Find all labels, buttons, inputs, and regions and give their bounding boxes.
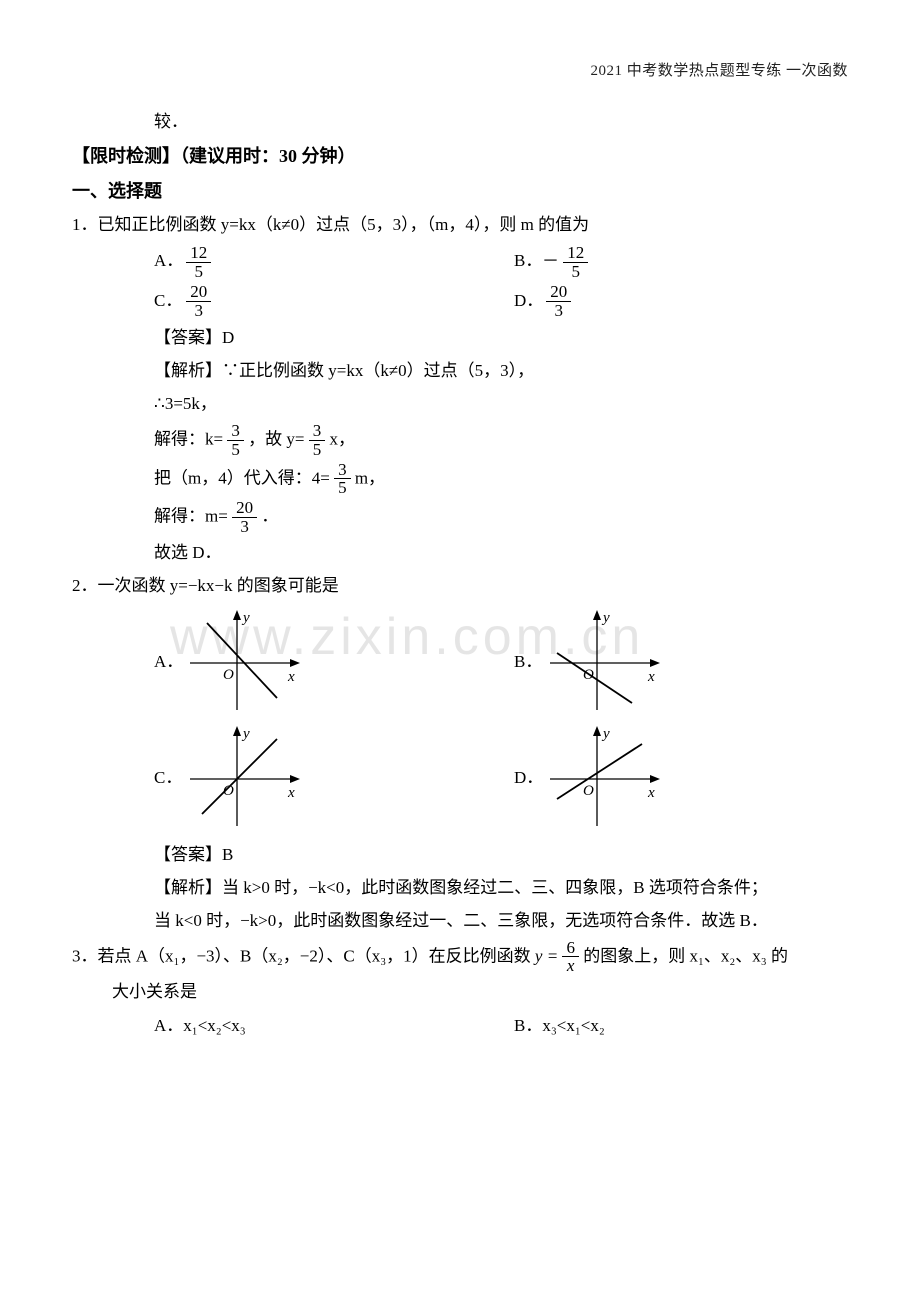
svg-text:O: O: [223, 667, 234, 683]
q2-label-b: B．: [514, 647, 542, 678]
svg-text:x: x: [647, 669, 655, 685]
svg-text:x: x: [287, 669, 295, 685]
svg-text:y: y: [241, 610, 250, 626]
q1-choice-a: A． 125: [154, 244, 514, 281]
q3-stem: 3．若点 A（x₁，−3）、B（x₂，−2）、C（x₃，1）在反比例函数 y =…: [72, 939, 848, 976]
q2-label-d: D．: [514, 763, 542, 794]
timed-title: 【限时检测】（建议用时：30 分钟）: [72, 140, 848, 173]
svg-text:y: y: [601, 610, 610, 626]
q3-choice-a: A．x₁<x₂<x₃: [154, 1011, 514, 1042]
svg-text:O: O: [583, 667, 594, 683]
q1-exp3: 解得：k= 35 ，故 y= 35 x，: [72, 422, 848, 459]
q2-graph-a: O x y: [182, 608, 302, 718]
q2-graph-d: O x y: [542, 724, 662, 834]
svg-text:x: x: [287, 785, 295, 801]
svg-text:O: O: [583, 783, 594, 799]
q2-stem: 2．一次函数 y=−kx−k 的图象可能是: [72, 571, 848, 602]
q2-answer: 【答案】B: [72, 840, 848, 871]
svg-text:O: O: [223, 783, 234, 799]
q1-answer: 【答案】D: [72, 323, 848, 354]
q1-exp2: ∴3=5k，: [72, 389, 848, 420]
q1-exp4: 把（m，4）代入得：4= 35 m，: [72, 461, 848, 498]
q1-choice-c: C． 203: [154, 283, 514, 320]
svg-text:y: y: [601, 726, 610, 742]
page-header: 2021 中考数学热点题型专练 一次函数: [72, 58, 848, 85]
q1-exp1: 【解析】∵正比例函数 y=kx（k≠0）过点（5，3），: [72, 356, 848, 387]
svg-text:y: y: [241, 726, 250, 742]
q1-choice-d: D． 203: [514, 283, 848, 320]
q3-stem-line2: 大小关系是: [72, 977, 848, 1008]
svg-text:x: x: [647, 785, 655, 801]
q2-graph-b: O x y: [542, 608, 662, 718]
q1-choice-b: B．－ 125: [514, 244, 848, 281]
q2-label-a: A．: [154, 647, 182, 678]
q1-exp5: 解得：m= 203 ．: [72, 499, 848, 536]
q2-label-c: C．: [154, 763, 182, 794]
frag-jiao: 较．: [72, 107, 848, 138]
q2-exp1: 【解析】当 k>0 时，−k<0，此时函数图象经过二、三、四象限，B 选项符合条…: [72, 873, 848, 904]
q2-graph-c: O x y: [182, 724, 302, 834]
q3-choice-b: B．x₃<x₁<x₂: [514, 1011, 848, 1042]
q1-stem: 1．已知正比例函数 y=kx（k≠0）过点（5，3），（m，4），则 m 的值为: [72, 210, 848, 241]
q2-exp2: 当 k<0 时，−k>0，此时函数图象经过一、二、三象限，无选项符合条件．故选 …: [72, 906, 848, 937]
section-a: 一、选择题: [72, 175, 848, 208]
q1-exp6: 故选 D．: [72, 538, 848, 569]
